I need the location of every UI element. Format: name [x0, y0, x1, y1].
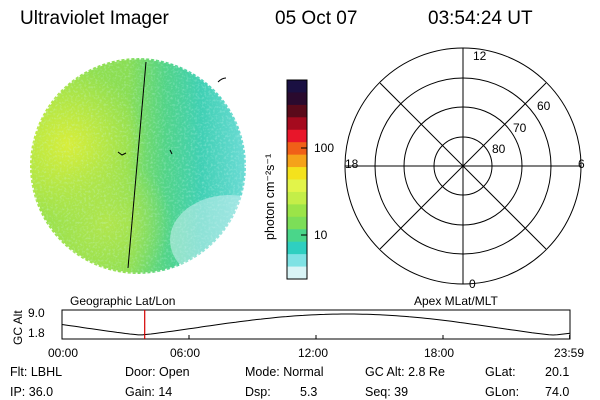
timeline-x-tick-1200: 12:00 [298, 346, 329, 360]
colorbar-swatch [287, 129, 307, 143]
colorbar-swatch [287, 104, 307, 118]
polar-label-lat-60: 60 [537, 99, 551, 113]
timeline-x-tick-2359: 23:59 [554, 346, 585, 360]
colorbar-swatch [287, 191, 307, 205]
info-ip: IP: 36.0 [10, 385, 54, 399]
timeline-x-tick-0000: 00:00 [48, 346, 79, 360]
timeline-x-tick-1800: 18:00 [424, 346, 455, 360]
time-label: 03:54:24 UT [428, 8, 533, 29]
timeline-x-tick-0600: 06:00 [170, 346, 201, 360]
info-gc-alt: GC Alt: 2.8 Re [365, 365, 445, 379]
polar-label-mlt-12: 12 [473, 49, 487, 63]
timeline-right-label: Apex MLat/MLT [414, 294, 498, 308]
polar-diagonal-1 [379, 82, 547, 250]
info-door: Door: Open [125, 365, 190, 379]
colorbar-gradient [287, 80, 307, 280]
info-filter: Flt: LBHL [10, 365, 63, 379]
polar-label-mlt-0: 0 [469, 277, 476, 291]
timeline-y-tick-9: 9.0 [28, 306, 45, 320]
polar-label-lat-70: 70 [513, 121, 527, 135]
colorbar-frame [286, 79, 308, 280]
info-dsp-label: Dsp: [245, 385, 271, 399]
polar-label-lat-80: 80 [492, 142, 506, 156]
info-glon-label: GLon: [485, 385, 520, 399]
earth-disk [30, 58, 246, 274]
colorbar-swatch [287, 167, 307, 181]
timeline-y-axis-label: GC Alt [11, 310, 25, 345]
meridian-line [127, 61, 147, 269]
colorbar-swatch [287, 254, 307, 268]
coastline-mark [217, 77, 227, 83]
colorbar-swatch [287, 117, 307, 131]
timeline-y-tick-1.8: 1.8 [28, 326, 45, 340]
colorbar-unit-label: photon cm⁻²s⁻¹ [263, 153, 277, 240]
polar-label-mlt-18: 18 [345, 157, 359, 171]
coastline-mark [169, 149, 173, 155]
colorbar-swatch [287, 154, 307, 168]
colorbar-swatch [287, 229, 307, 243]
polar-ring-60 [374, 77, 552, 255]
colorbar-swatch [287, 92, 307, 106]
coastline-mark [117, 151, 127, 156]
info-dsp-value: 5.3 [300, 385, 318, 399]
colorbar-tick-label-100: 100 [314, 141, 335, 155]
polar-label-mlt-6: 6 [578, 157, 585, 171]
colorbar-swatch [287, 241, 307, 255]
timeline-frame [61, 309, 571, 340]
instrument-title: Ultraviolet Imager [20, 8, 169, 29]
colorbar-swatch [287, 142, 307, 156]
colorbar-swatch [287, 179, 307, 193]
polar-diagonal-2 [379, 82, 547, 250]
polar-ring-70 [403, 106, 523, 226]
polar-ring-80 [433, 136, 493, 196]
polar-ring-50 [344, 47, 582, 285]
info-mode: Mode: Normal [245, 365, 324, 379]
info-glat-label: GLat: [485, 365, 516, 379]
colorbar-tick-label-10: 10 [314, 228, 328, 242]
colorbar-swatch [287, 204, 307, 218]
colorbar-swatch [287, 216, 307, 230]
colorbar-swatch [287, 266, 307, 280]
info-gain: Gain: 14 [125, 385, 173, 399]
altitude-curve [61, 313, 571, 336]
colorbar-swatch [287, 80, 307, 94]
info-glon-value: 74.0 [545, 385, 570, 399]
info-seq: Seq: 39 [365, 385, 409, 399]
timeline-left-label: Geographic Lat/Lon [70, 294, 176, 308]
info-glat-value: 20.1 [545, 365, 570, 379]
date-label: 05 Oct 07 [275, 8, 358, 29]
